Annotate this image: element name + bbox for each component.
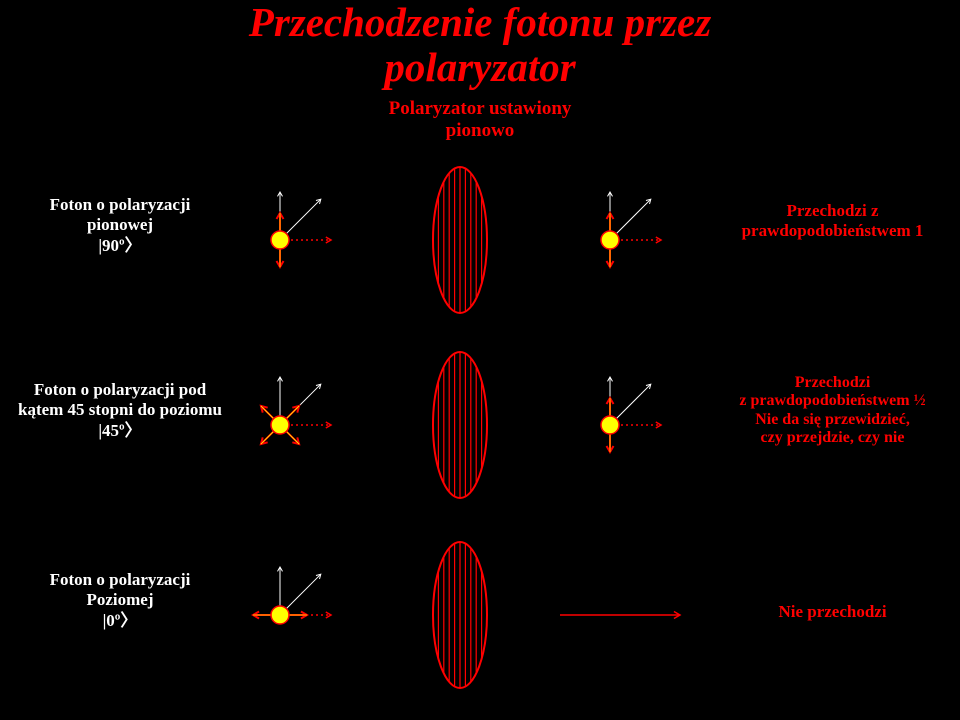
- result-label-right: Przechodziz prawdopodobieństwem ½ Nie da …: [715, 374, 950, 448]
- right-line: Nie da się przewidzieć,: [755, 411, 910, 428]
- ket-label: |90º〉: [98, 236, 141, 255]
- ket-label: |45º〉: [98, 421, 141, 440]
- result-label-right: Nie przechodzi: [715, 602, 950, 622]
- title-line1: Przechodzenie fotonu przez: [249, 0, 711, 45]
- title-line2: polaryzator: [384, 44, 575, 90]
- left-line2: kątem 45 stopni do poziomu: [18, 400, 222, 419]
- diagram-row: Foton o polaryzacji podkątem 45 stopni d…: [0, 380, 960, 530]
- photon-label-left: Foton o polaryzacjiPoziomej |0º〉: [0, 570, 240, 631]
- left-line1: Foton o polaryzacji: [50, 570, 191, 589]
- right-line: z prawdopodobieństwem ½: [739, 392, 925, 409]
- subtitle-line1: Polaryzator ustawiony: [389, 98, 572, 119]
- right-line: prawdopodobieństwem 1: [742, 221, 924, 240]
- right-line: Przechodzi: [795, 374, 871, 391]
- page-title: Przechodzenie fotonu przez polaryzator: [0, 0, 960, 90]
- subtitle-line2: pionowo: [446, 120, 515, 141]
- left-line2: pionowej: [87, 215, 153, 234]
- right-line: Przechodzi z: [786, 201, 878, 220]
- ket-label: |0º〉: [103, 611, 138, 630]
- subtitle: Polaryzator ustawiony pionowo: [0, 98, 960, 142]
- right-line: czy przejdzie, czy nie: [761, 429, 905, 446]
- right-line: Nie przechodzi: [778, 602, 886, 621]
- diagram-row: Foton o polaryzacjipionowej |90º〉 Przechod…: [0, 195, 960, 345]
- diagram-row: Foton o polaryzacjiPoziomej |0º〉 Nie przec…: [0, 570, 960, 720]
- result-label-right: Przechodzi zprawdopodobieństwem 1: [715, 201, 950, 240]
- photon-label-left: Foton o polaryzacjipionowej |90º〉: [0, 195, 240, 256]
- left-line1: Foton o polaryzacji pod: [34, 380, 206, 399]
- photon-label-left: Foton o polaryzacji podkątem 45 stopni d…: [0, 380, 240, 441]
- left-line1: Foton o polaryzacji: [50, 195, 191, 214]
- left-line2: Poziomej: [86, 590, 153, 609]
